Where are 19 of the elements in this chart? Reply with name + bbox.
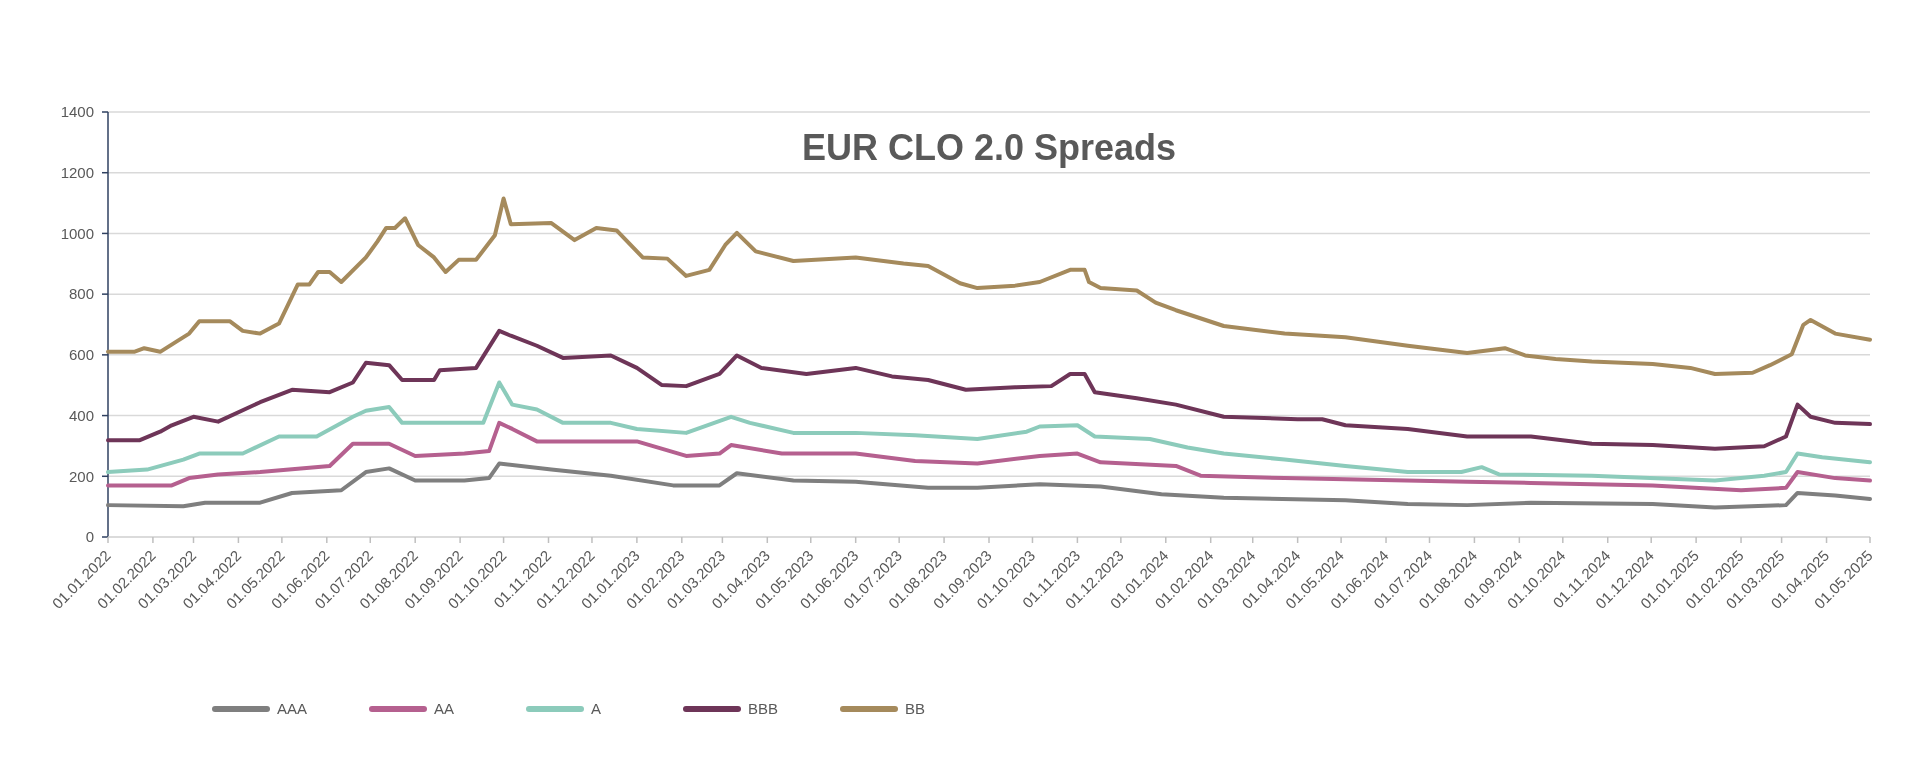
y-tick-label: 600 <box>68 346 94 364</box>
line-series <box>106 380 1872 483</box>
legend-label: A <box>591 700 602 718</box>
legend-label: AAA <box>277 700 308 718</box>
y-tick-label: 400 <box>68 406 94 424</box>
y-tick-label: 800 <box>68 285 94 303</box>
legend-label: BB <box>905 700 926 718</box>
line-series <box>106 420 1872 493</box>
chart-title: EUR CLO 2.0 Spreads <box>801 127 1177 168</box>
line-series <box>106 196 1872 376</box>
y-tick-label: 1000 <box>60 224 94 242</box>
y-tick-label: 1400 <box>60 103 94 121</box>
line-series <box>106 461 1872 510</box>
legend-label: AA <box>434 700 455 718</box>
legend-label: BBB <box>748 700 779 718</box>
y-tick-label: 200 <box>68 467 94 485</box>
y-tick-label: 1200 <box>60 163 94 181</box>
y-tick-label: 0 <box>85 528 94 546</box>
line-series <box>106 328 1872 451</box>
